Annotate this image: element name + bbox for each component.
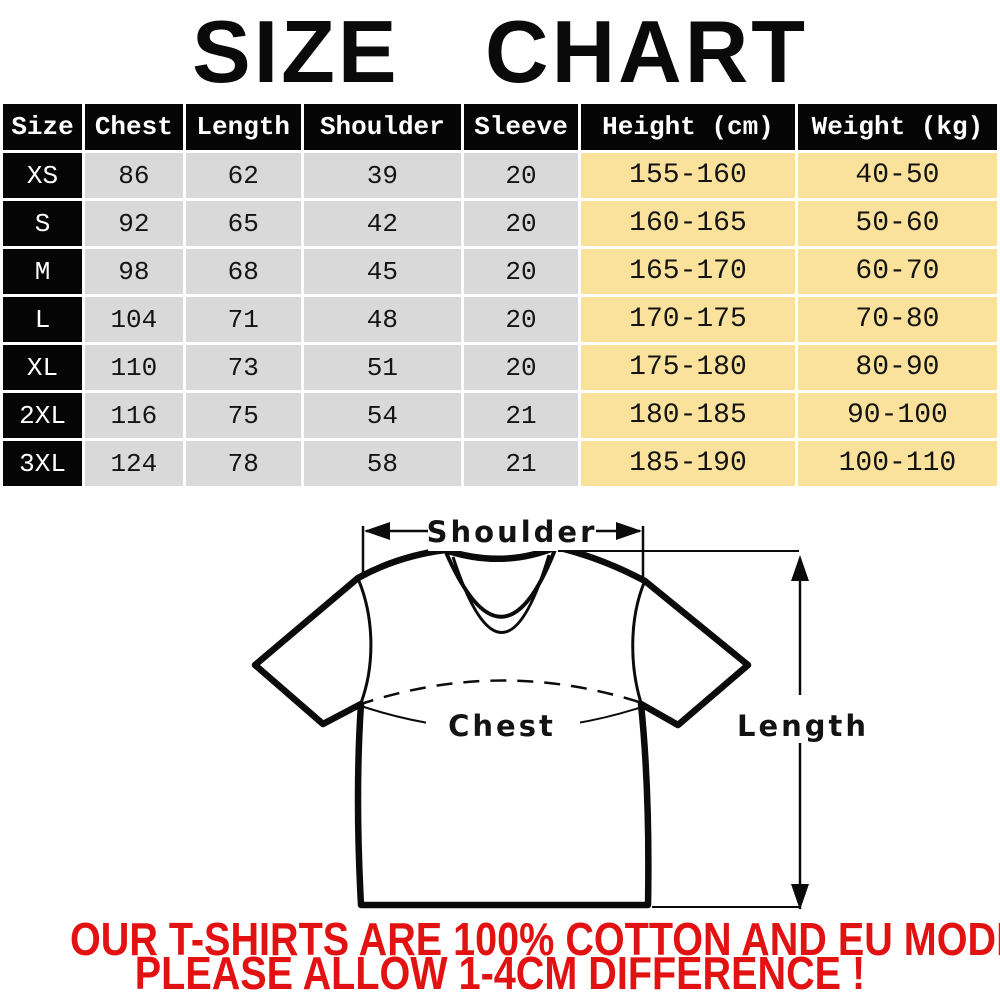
table-row: XS 86 62 39 20 155-160 40-50 <box>3 153 997 198</box>
header-cell-size: Size <box>3 104 83 150</box>
cell-height: 180-185 <box>581 393 795 438</box>
cell-size: S <box>3 201 83 246</box>
shoulder-label-mask <box>428 509 596 551</box>
cell-height: 155-160 <box>581 153 795 198</box>
header-cell-chest: Chest <box>85 104 183 150</box>
page-title: SIZE CHART <box>192 2 808 101</box>
table-row: XL 110 73 51 20 175-180 80-90 <box>3 345 997 390</box>
chest-line-dashed <box>357 679 649 707</box>
chest-label-mask <box>426 699 580 745</box>
length-label: Length <box>737 709 869 743</box>
footer-line-1: OUR T-SHIRTS ARE 100% COTTON AND EU MODE… <box>70 913 1000 965</box>
cell-sleeve: 20 <box>463 297 579 342</box>
header-cell-weight: Weight (kg) <box>797 104 997 150</box>
cell-height: 165-170 <box>581 249 795 294</box>
cell-weight: 70-80 <box>797 297 997 342</box>
table-row: L 104 71 48 20 170-175 70-80 <box>3 297 997 342</box>
cell-shoulder: 45 <box>303 249 461 294</box>
cell-chest: 116 <box>85 393 183 438</box>
header-cell-shoulder: Shoulder <box>303 104 461 150</box>
cell-shoulder: 48 <box>303 297 461 342</box>
cell-length: 75 <box>185 393 301 438</box>
cell-chest: 98 <box>85 249 183 294</box>
cell-length: 71 <box>185 297 301 342</box>
cell-weight: 90-100 <box>797 393 997 438</box>
footer-line-2: PLEASE ALLOW 1-4CM DIFFERENCE ! <box>134 947 866 999</box>
cell-shoulder: 51 <box>303 345 461 390</box>
cell-size: L <box>3 297 83 342</box>
cell-weight: 60-70 <box>797 249 997 294</box>
cell-shoulder: 54 <box>303 393 461 438</box>
footer-note: OUR T-SHIRTS ARE 100% COTTON AND EU MODE… <box>70 913 1000 999</box>
table-row: 3XL 124 78 58 21 185-190 100-110 <box>3 441 997 486</box>
cell-chest: 104 <box>85 297 183 342</box>
cell-sleeve: 20 <box>463 345 579 390</box>
cell-chest: 92 <box>85 201 183 246</box>
cell-length: 68 <box>185 249 301 294</box>
cell-size: 3XL <box>3 441 83 486</box>
cell-length: 65 <box>185 201 301 246</box>
cell-height: 160-165 <box>581 201 795 246</box>
cell-size: M <box>3 249 83 294</box>
shoulder-label: Shoulder <box>427 515 598 549</box>
header-cell-sleeve: Sleeve <box>463 104 579 150</box>
tshirt-measurement-diagram: Chest Shoulder Length <box>251 509 878 910</box>
cell-chest: 110 <box>85 345 183 390</box>
length-label-mask <box>726 695 878 743</box>
cell-height: 170-175 <box>581 297 795 342</box>
cell-size: XL <box>3 345 83 390</box>
cell-sleeve: 20 <box>463 153 579 198</box>
cell-shoulder: 58 <box>303 441 461 486</box>
chest-label: Chest <box>448 709 556 743</box>
right-armhole-seam <box>631 582 646 704</box>
cell-height: 175-180 <box>581 345 795 390</box>
cell-sleeve: 21 <box>463 441 579 486</box>
shoulder-arrowhead-right <box>616 522 642 540</box>
header-cell-length: Length <box>185 104 301 150</box>
table-header-row: Size Chest Length Shoulder Sleeve Height… <box>3 104 997 150</box>
table-row: S 92 65 42 20 160-165 50-60 <box>3 201 997 246</box>
cell-weight: 50-60 <box>797 201 997 246</box>
cell-shoulder: 42 <box>303 201 461 246</box>
cell-weight: 40-50 <box>797 153 997 198</box>
cell-chest: 124 <box>85 441 183 486</box>
header-cell-height: Height (cm) <box>581 104 795 150</box>
length-arrowhead-bottom <box>791 884 809 910</box>
cell-sleeve: 20 <box>463 249 579 294</box>
left-armhole-seam <box>357 580 373 704</box>
cell-sleeve: 21 <box>463 393 579 438</box>
table-row: M 98 68 45 20 165-170 60-70 <box>3 249 997 294</box>
cell-height: 185-190 <box>581 441 795 486</box>
cell-weight: 80-90 <box>797 345 997 390</box>
cell-length: 78 <box>185 441 301 486</box>
cell-length: 62 <box>185 153 301 198</box>
length-arrowhead-top <box>791 555 809 581</box>
size-table: Size Chest Length Shoulder Sleeve Height… <box>0 101 1000 489</box>
shoulder-arrowhead-left <box>364 522 390 540</box>
cell-length: 73 <box>185 345 301 390</box>
cell-sleeve: 20 <box>463 201 579 246</box>
cell-size: XS <box>3 153 83 198</box>
collar-inner <box>451 554 551 634</box>
cell-chest: 86 <box>85 153 183 198</box>
cell-weight: 100-110 <box>797 441 997 486</box>
cell-size: 2XL <box>3 393 83 438</box>
cell-shoulder: 39 <box>303 153 461 198</box>
table-row: 2XL 116 75 54 21 180-185 90-100 <box>3 393 997 438</box>
